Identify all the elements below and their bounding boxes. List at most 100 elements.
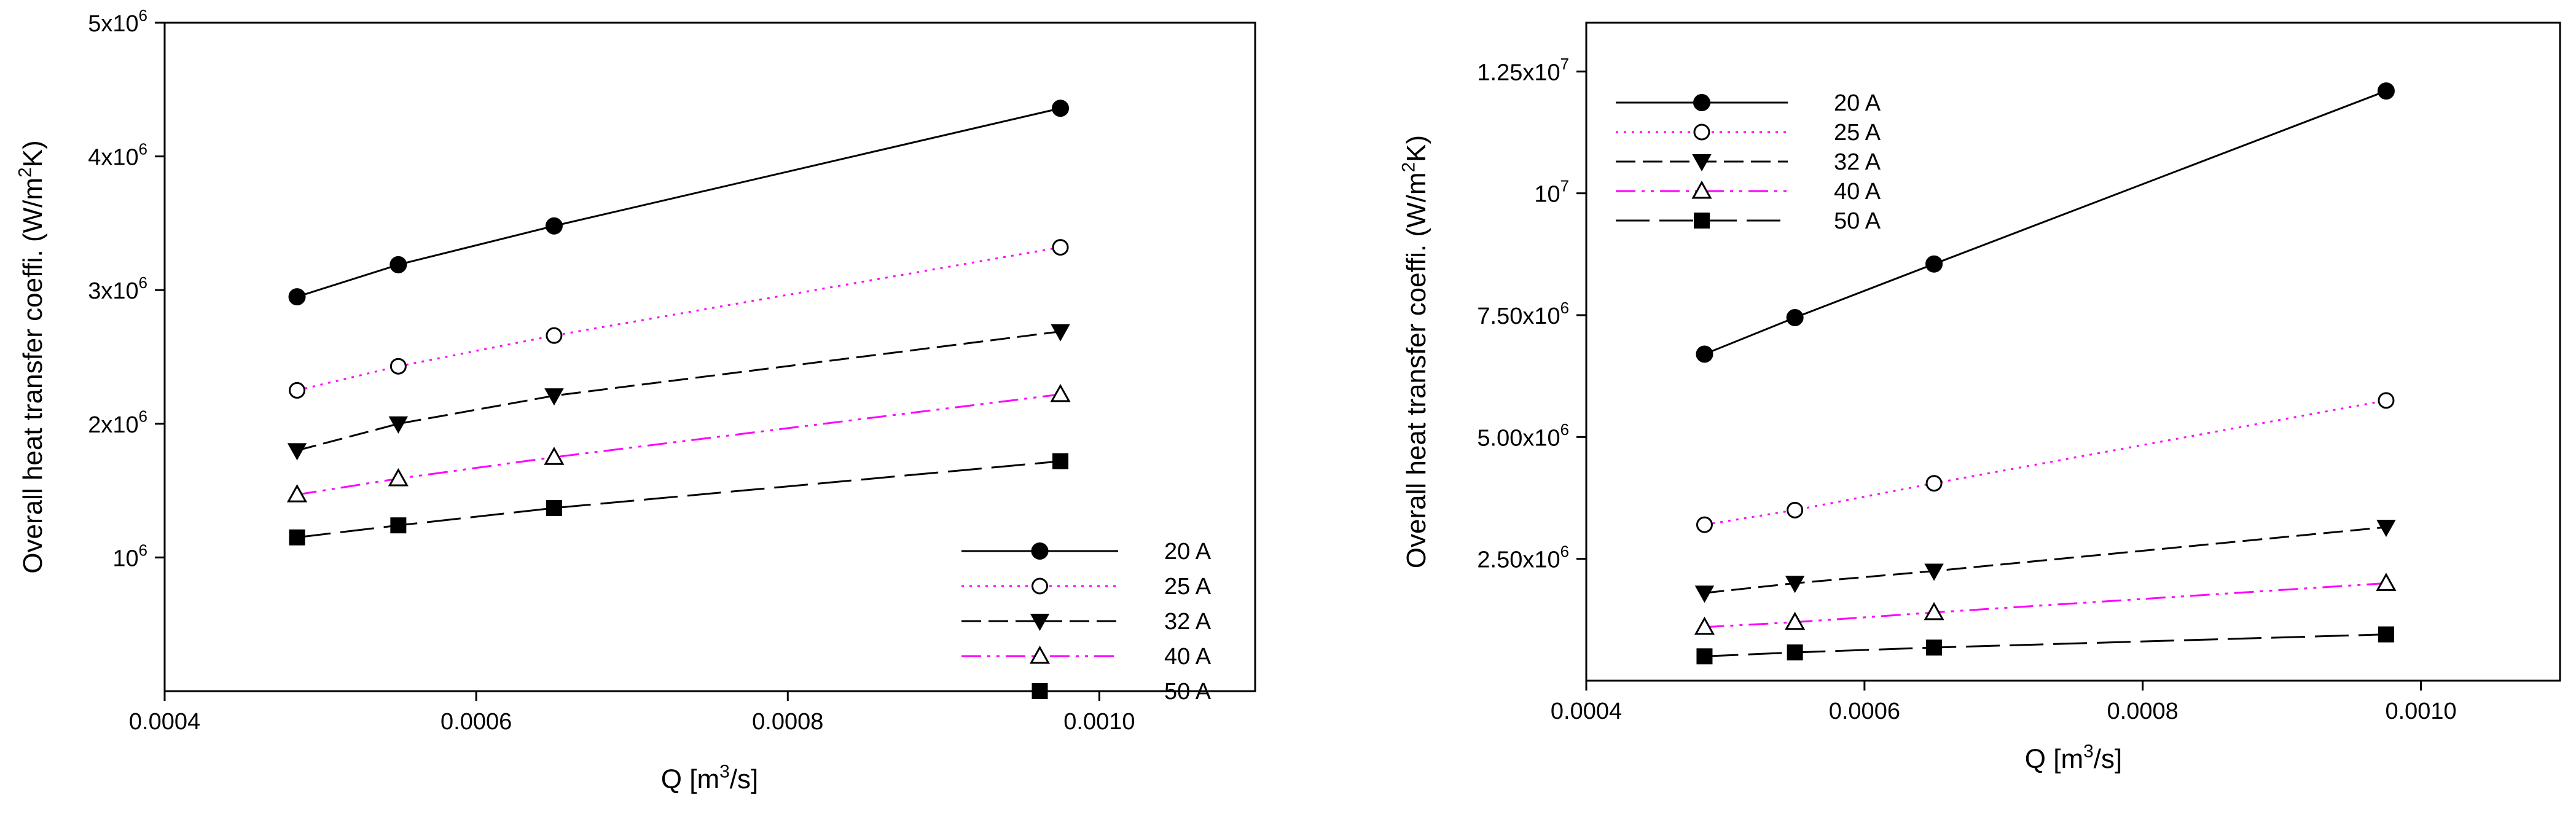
chart-left: 0.0004 0.0006 0.0008 0.0010 106 2x106 3x106 4x1… xyxy=(15,7,1256,794)
data-point xyxy=(1926,640,1943,656)
data-point xyxy=(2377,82,2395,100)
series-20-a xyxy=(1696,82,2395,363)
series-line xyxy=(297,460,1061,539)
data-point xyxy=(1924,563,1944,581)
data-point xyxy=(2376,520,2396,538)
data-point xyxy=(546,499,562,516)
data-point xyxy=(1696,516,1713,533)
legend-marker xyxy=(1693,94,1710,111)
y-tick-label: 3x106 xyxy=(88,275,147,304)
series-20-a xyxy=(288,100,1070,306)
data-point xyxy=(1925,255,1943,273)
x-tick-label: 0.0010 xyxy=(2385,699,2456,724)
data-point xyxy=(2378,626,2394,643)
data-point xyxy=(1787,501,1804,519)
series-line xyxy=(1704,90,2387,355)
legend-label: 25 A xyxy=(1164,574,1212,600)
legend-marker xyxy=(1694,213,1710,229)
series-40-a xyxy=(1694,573,2397,635)
series-line xyxy=(1704,399,2387,526)
chart-right: 0.0004 0.0006 0.0008 0.0010 2.50x106 5.00x106… xyxy=(1398,22,2561,774)
data-point xyxy=(1925,475,1943,492)
series-50-a xyxy=(1696,626,2394,665)
y-tick-label: 1.25x107 xyxy=(1477,56,1569,85)
y-tick-label: 2.50x106 xyxy=(1477,544,1569,573)
data-point xyxy=(1696,345,1713,363)
data-point xyxy=(546,327,563,344)
y-tick-label: 7.50x106 xyxy=(1477,300,1569,329)
series-40-a xyxy=(286,383,1071,503)
data-point xyxy=(286,484,308,503)
data-point xyxy=(390,256,407,273)
legend-label: 20 A xyxy=(1834,90,1881,116)
data-point xyxy=(1694,616,1715,635)
data-point xyxy=(1052,100,1070,117)
data-point xyxy=(388,416,409,434)
legend-marker xyxy=(1030,614,1050,632)
data-point xyxy=(390,517,407,534)
legend-label: 32 A xyxy=(1834,149,1881,175)
y-tick-label: 2x106 xyxy=(88,409,147,438)
series-32-a xyxy=(1694,520,2396,603)
series-25-a xyxy=(1696,392,2395,533)
legend-label: 32 A xyxy=(1164,609,1212,635)
y-tick-label: 106 xyxy=(112,542,147,571)
data-point xyxy=(1694,585,1715,603)
data-point xyxy=(289,529,305,546)
data-point xyxy=(2378,392,2395,409)
x-tick-label: 0.0006 xyxy=(440,709,512,735)
legend-marker xyxy=(1691,180,1712,199)
series-50-a xyxy=(289,453,1069,546)
legend-label: 40 A xyxy=(1164,644,1212,670)
series-25-a xyxy=(289,239,1069,399)
y-axis-title: Overall heat transfer coeffi. (W/m2K) xyxy=(15,140,48,573)
x-tick-label: 0.0006 xyxy=(1829,699,1900,724)
data-point xyxy=(388,468,409,487)
series-32-a xyxy=(287,324,1070,461)
legend-label: 50 A xyxy=(1164,679,1212,705)
x-tick-label: 0.0004 xyxy=(129,709,200,735)
y-tick-label: 4x106 xyxy=(88,141,147,171)
series-line xyxy=(297,246,1061,391)
x-tick-label: 0.0004 xyxy=(1551,699,1622,724)
plot-frame xyxy=(163,22,1256,692)
data-point xyxy=(1785,576,1805,593)
x-tick-label: 0.0008 xyxy=(752,709,823,735)
y-tick-label: 5.00x106 xyxy=(1477,421,1569,451)
data-point xyxy=(1050,383,1071,402)
legend-marker xyxy=(1692,154,1712,172)
series-line xyxy=(1704,582,2387,628)
data-point xyxy=(289,382,306,399)
legend-label: 50 A xyxy=(1834,208,1881,234)
legend: 20 A 25 A 32 A 40 A 50 A xyxy=(1616,90,1881,234)
data-point xyxy=(1786,308,1804,326)
legend-label: 40 A xyxy=(1834,179,1881,205)
data-point xyxy=(1924,601,1944,620)
x-tick-label: 0.0008 xyxy=(2107,699,2179,724)
series-line xyxy=(1704,633,2387,657)
data-point xyxy=(1051,324,1070,342)
data-point xyxy=(390,358,407,375)
y-tick-label: 5x106 xyxy=(88,7,147,37)
legend-marker xyxy=(1032,683,1048,699)
data-point xyxy=(1785,611,1806,630)
data-point xyxy=(2376,573,2397,591)
data-point xyxy=(288,288,306,306)
x-axis-title: Q [m3/s] xyxy=(2025,741,2122,774)
legend: 20 A 25 A 32 A 40 A 50 A xyxy=(961,539,1212,705)
x-tick-label: 0.0010 xyxy=(1063,709,1135,735)
data-point xyxy=(544,447,565,465)
series-line xyxy=(297,331,1061,452)
data-point xyxy=(287,443,307,461)
data-point xyxy=(544,388,564,406)
x-axis-title: Q [m3/s] xyxy=(661,761,758,794)
data-point xyxy=(545,217,563,235)
data-point xyxy=(1787,644,1803,660)
y-axis-title: Overall heat transfer coeffi. (W/m2K) xyxy=(1398,135,1431,568)
legend-marker xyxy=(1032,577,1048,595)
data-point xyxy=(1696,648,1713,665)
y-tick-label: 107 xyxy=(1534,178,1569,208)
legend-label: 25 A xyxy=(1834,120,1881,146)
series-line xyxy=(297,393,1061,496)
